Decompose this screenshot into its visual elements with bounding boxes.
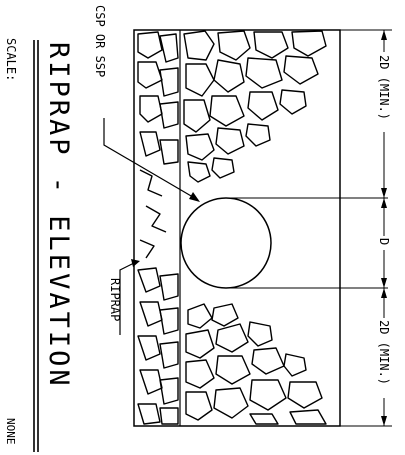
dim-top-label: 2D (MIN.) — [377, 55, 391, 120]
dim-arrow-4 — [381, 278, 387, 288]
pipe-leader-arrowhead — [189, 192, 200, 202]
pipe-callout-label: CSP OR SSP — [93, 5, 107, 77]
dim-top-label-bg — [378, 52, 392, 132]
dim-middle-label: D — [377, 238, 391, 245]
dim-bottom-label: 2D (MIN.) — [377, 320, 391, 385]
dim-arrow-2 — [381, 188, 387, 198]
dim-arrow-6 — [381, 416, 387, 426]
dim-arrow-1 — [381, 30, 387, 40]
pipe-circle — [180, 197, 272, 289]
pipe-leader-line — [103, 118, 199, 201]
riprap-stones-left-edge — [137, 31, 179, 425]
dim-bottom-label-bg — [378, 318, 392, 398]
riprap-leader-line — [119, 261, 137, 335]
dim-arrow-5 — [381, 288, 387, 298]
riprap-stones-lower — [185, 303, 327, 425]
scale-label: SCALE: — [4, 38, 18, 81]
drawing-title: RIPRAP - ELEVATION — [43, 42, 74, 389]
dim-middle-label-bg — [378, 236, 392, 250]
dim-arrow-3 — [381, 198, 387, 208]
riprap-leader-arrowhead — [131, 259, 140, 267]
elevation-frame — [133, 29, 341, 427]
scale-value: NONE — [4, 418, 17, 445]
riprap-callout-label: RIPRAP — [108, 278, 122, 321]
riprap-stones-upper — [183, 30, 327, 183]
